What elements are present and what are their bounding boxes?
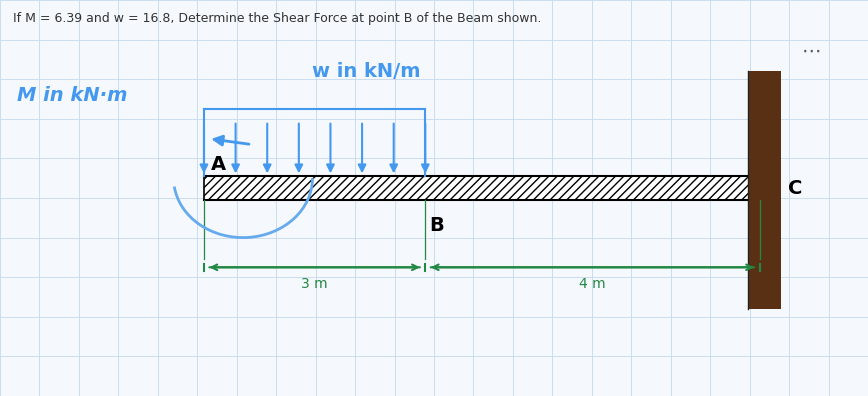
Text: A: A: [211, 155, 226, 174]
Text: 3 m: 3 m: [301, 277, 328, 291]
Text: w in kN/m: w in kN/m: [312, 62, 421, 81]
Text: If M = 6.39 and w = 16.8, Determine the Shear Force at point B of the Beam shown: If M = 6.39 and w = 16.8, Determine the …: [13, 12, 542, 25]
Text: C: C: [788, 179, 803, 198]
Text: 4 m: 4 m: [579, 277, 606, 291]
Text: ⋯: ⋯: [802, 42, 821, 61]
Bar: [204, 176, 760, 200]
Text: M in kN·m: M in kN·m: [17, 86, 128, 105]
Bar: [748, 71, 781, 309]
Text: B: B: [430, 216, 444, 235]
